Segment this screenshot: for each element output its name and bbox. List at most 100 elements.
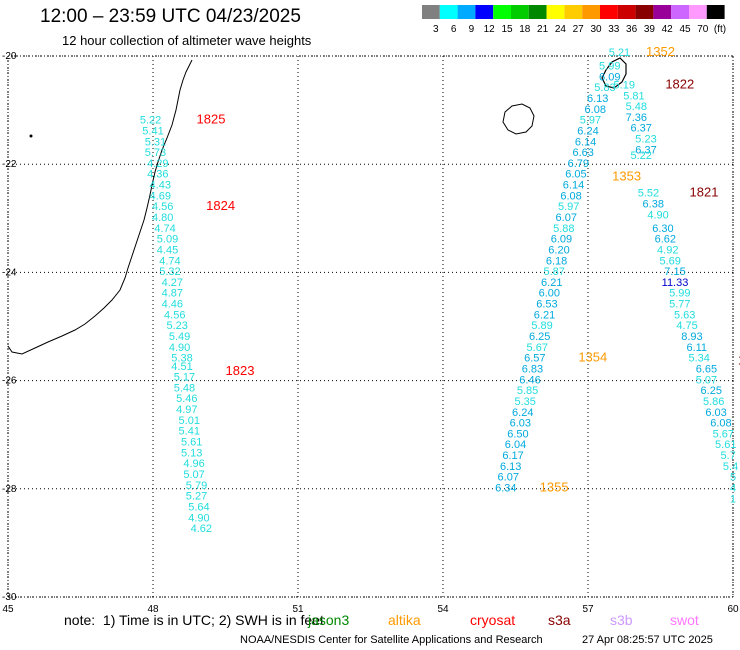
wave-height-value: 6.21	[534, 309, 555, 321]
wave-height-value: 5.87	[543, 266, 564, 278]
wave-height-value: 4.90	[169, 342, 190, 354]
wave-height-value: 5.81	[623, 90, 644, 102]
wave-height-value: 5.48	[174, 382, 195, 394]
wave-height-value: 4.51	[171, 361, 192, 373]
wave-height-value: 6.25	[529, 331, 550, 343]
lon-tick-label: 57	[582, 604, 594, 615]
wave-height-value: 5.23	[166, 320, 187, 332]
wave-height-value: 5.49	[169, 331, 190, 343]
wave-height-value: 6.05	[565, 169, 586, 181]
legend-swatch-9	[582, 5, 600, 19]
pass-time-label: 1823	[226, 363, 255, 378]
legend-swatch-7	[546, 5, 565, 19]
mauritius-island	[601, 57, 627, 89]
wave-height-value: 6.21	[541, 277, 562, 289]
wave-height-value: 5.79	[186, 480, 207, 492]
map-subtitle: 12 hour collection of altimeter wave hei…	[62, 33, 312, 48]
legend-label: 27	[573, 24, 585, 35]
wave-height-value: 6.08	[710, 418, 731, 430]
lat-tick-label: -30	[2, 592, 17, 603]
wave-height-value: 6.24	[577, 125, 598, 137]
wave-height-value: 4.56	[152, 201, 173, 213]
wave-height-value: 5.64	[188, 501, 209, 513]
wave-height-value: 11.33	[662, 277, 689, 289]
lat-tick-label: -28	[2, 484, 17, 495]
wave-height-value: 6.03	[510, 418, 531, 430]
wave-height-value: 4.74	[159, 255, 180, 267]
coastlines	[7, 57, 627, 355]
wave-height-value: 4.43	[150, 180, 171, 192]
wave-height-value: 6.11	[686, 342, 707, 354]
legend-swatch-14	[671, 5, 689, 19]
satellite-s3b: s3b	[610, 612, 633, 628]
wave-height-value: 5.41	[142, 125, 163, 137]
wave-height-value: 5	[730, 472, 736, 484]
wave-height-value: 5.86	[703, 396, 724, 408]
wave-height-value: 5.34	[688, 353, 709, 365]
wave-height-value: 6.25	[701, 385, 722, 397]
wave-height-value: 6.79	[568, 158, 589, 170]
wave-height-value: 5.89	[531, 320, 552, 332]
wave-height-value: 5.07	[696, 374, 717, 386]
wave-height-value: 5.97	[580, 115, 601, 127]
madagascar-coastline	[7, 59, 193, 355]
footer-note: note: 1) Time is in UTC; 2) SWH is in fe…	[64, 612, 324, 628]
wave-height-value: 5.99	[599, 61, 620, 73]
wave-height-value: 4.87	[162, 288, 183, 300]
legend-label: 6	[451, 24, 457, 35]
wave-height-value: 6.03	[705, 407, 726, 419]
wave-height-value: 5.63	[674, 309, 695, 321]
lat-tick-label: -22	[2, 159, 17, 170]
satellite-cryosat: cryosat	[470, 612, 516, 628]
wave-height-value: 6.07	[498, 472, 519, 484]
wave-height-value: 5.19	[614, 79, 635, 91]
pass-time-label: 12	[738, 352, 740, 367]
legend-label: 42	[662, 24, 674, 35]
wave-height-value: 1	[730, 493, 736, 505]
lon-tick-label: 48	[147, 604, 159, 615]
wave-height-value: 6.00	[539, 288, 560, 300]
wave-height-value: 6.13	[587, 93, 608, 105]
wave-height-value: 7.36	[626, 112, 647, 124]
wave-height-value: 4.90	[188, 512, 209, 524]
wave-height-value: 5.32	[159, 266, 180, 278]
wave-height-value: 6.53	[536, 299, 557, 311]
pass-time-label: 1824	[206, 198, 235, 213]
legend-unit: (ft)	[714, 24, 726, 35]
wave-height-value: 5.61	[715, 439, 736, 451]
wave-height-value: 6.46	[519, 374, 540, 386]
wave-height-value: 5.21	[609, 47, 630, 59]
wave-height-value: 6.30	[652, 223, 673, 235]
legend-swatch-6	[528, 5, 547, 19]
lat-tick-label: -26	[2, 376, 17, 387]
pass-time-label: 1825	[197, 112, 226, 127]
wave-height-value: 5.46	[176, 393, 197, 405]
lat-tick-label: -20	[2, 51, 17, 62]
wave-height-value: 5.31	[145, 136, 166, 148]
wave-height-value: 6.20	[548, 244, 569, 256]
wave-height-value: 8.93	[681, 331, 702, 343]
lat-lon-grid	[7, 55, 734, 598]
legend-swatch-10	[600, 5, 618, 19]
wave-height-value: 6.09	[599, 71, 620, 83]
wave-height-value: 6.04	[505, 439, 526, 451]
wave-height-value: 5.23	[635, 134, 656, 146]
wave-height-value: 4.96	[183, 458, 204, 470]
wave-height-value: 4	[730, 483, 736, 495]
wave-height-value: 5.52	[638, 188, 659, 200]
wave-height-value: 4.75	[676, 320, 697, 332]
wave-height-value: 6.13	[500, 461, 521, 473]
legend-swatch-2	[457, 5, 476, 19]
wave-height-value: 4.90	[647, 209, 668, 221]
small-island	[29, 134, 33, 138]
legend-label: 45	[679, 24, 691, 35]
wave-height-value: 6.65	[696, 363, 717, 375]
wave-height-value: 5.17	[174, 372, 195, 384]
color-legend: 3 6 9 12 15 18 21 24 27 30 33 36 39 42 45 70 (ft)	[422, 5, 726, 35]
legend-swatch-1	[439, 5, 458, 19]
wave-height-value: 6.50	[507, 428, 528, 440]
wave-height-value: 4.45	[157, 244, 178, 256]
wave-height-value: 6.83	[522, 363, 543, 375]
satellite-jason3: jason3	[308, 612, 350, 628]
